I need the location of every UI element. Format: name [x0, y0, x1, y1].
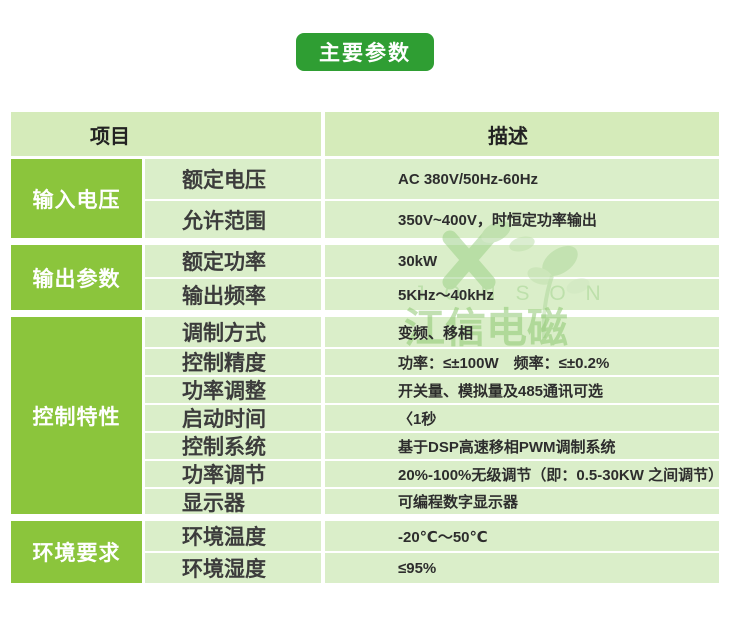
param-name: 控制精度	[182, 352, 266, 375]
param-value-cell: 功率：≤±100W 频率：≤±0.2%	[325, 349, 719, 375]
param-value: 变频、移相	[398, 324, 474, 342]
param-name-cell: 调制方式	[145, 317, 321, 347]
param-value: -20℃～50℃	[398, 528, 488, 546]
param-value-cell: 20%-100%无级调节（即：0.5-30KW 之间调节）	[325, 461, 724, 487]
spec-row: 启动时间 〈1秒	[145, 405, 719, 431]
param-name: 额定电压	[182, 169, 266, 192]
group-cell-control-characteristics: 控制特性	[11, 317, 142, 514]
param-name-cell: 允许范围	[145, 201, 321, 238]
param-value: 功率：≤±100W 频率：≤±0.2%	[398, 354, 610, 372]
param-name: 功率调节	[182, 464, 266, 487]
group-control-characteristics: 控制特性 调制方式 变频、移相 控制精度 功率：≤±100W 频率：≤±0.2%…	[11, 317, 724, 515]
spec-row: 输出频率 5KHz～40kHz	[145, 279, 719, 310]
header-item-label: 项目	[90, 125, 130, 148]
param-value-cell: -20℃～50℃	[325, 521, 719, 551]
spec-row: 功率调整 开关量、模拟量及485通讯可选	[145, 377, 719, 403]
param-value-cell: 350V~400V，时恒定功率输出	[325, 201, 719, 238]
spec-row: 允许范围 350V~400V，时恒定功率输出	[145, 201, 719, 238]
spec-row: 功率调节 20%-100%无级调节（即：0.5-30KW 之间调节）	[145, 461, 724, 487]
param-name-cell: 环境湿度	[145, 553, 321, 583]
param-name: 显示器	[182, 491, 245, 515]
param-name-cell: 额定电压	[145, 159, 321, 199]
group-cell-environment-requirements: 环境要求	[11, 521, 142, 583]
spec-row: 环境温度 -20℃～50℃	[145, 521, 719, 551]
param-value-cell: AC 380V/50Hz-60Hz	[325, 159, 719, 199]
spec-row: 环境湿度 ≤95%	[145, 553, 719, 583]
header-item-cell: 项目	[11, 112, 321, 156]
group-label: 输出参数	[32, 267, 121, 291]
table-header-row: 项目 描述	[11, 112, 719, 156]
header-description-label: 描述	[488, 125, 528, 148]
group-label: 输入电压	[32, 188, 121, 212]
param-name-cell: 额定功率	[145, 245, 321, 277]
param-name: 功率调整	[182, 380, 266, 403]
group-label: 环境要求	[32, 542, 121, 565]
param-name-cell: 功率调整	[145, 377, 321, 403]
param-name: 控制系统	[182, 436, 266, 459]
param-name: 输出频率	[182, 284, 266, 308]
param-value: 开关量、模拟量及485通讯可选	[398, 382, 604, 400]
param-value: ≤95%	[398, 559, 437, 577]
param-name: 允许范围	[182, 209, 266, 233]
param-value: 可编程数字显示器	[398, 494, 519, 511]
param-value: AC 380V/50Hz-60Hz	[398, 170, 539, 188]
group-environment-requirements: 环境要求 环境温度 -20℃～50℃ 环境湿度 ≤95%	[11, 521, 719, 583]
param-name-cell: 功率调节	[145, 461, 321, 487]
param-name-cell: 控制系统	[145, 433, 321, 459]
group-cell-output-parameters: 输出参数	[11, 245, 142, 310]
param-value-cell: 可编程数字显示器	[325, 489, 719, 514]
param-name: 额定功率	[182, 251, 266, 274]
spec-row: 控制系统 基于DSP高速移相PWM调制系统	[145, 433, 719, 459]
spec-row: 控制精度 功率：≤±100W 频率：≤±0.2%	[145, 349, 719, 375]
param-name-cell: 环境温度	[145, 521, 321, 551]
group-label: 控制特性	[32, 405, 121, 429]
param-value-cell: 开关量、模拟量及485通讯可选	[325, 377, 719, 403]
param-name-cell: 控制精度	[145, 349, 321, 375]
main-parameters-title-badge: 主要参数	[296, 33, 434, 71]
param-name: 调制方式	[182, 322, 266, 345]
param-value-cell: 30kW	[325, 245, 719, 277]
param-name-cell: 输出频率	[145, 279, 321, 310]
param-value-cell: ≤95%	[325, 553, 719, 583]
group-input-voltage: 输入电压 额定电压 AC 380V/50Hz-60Hz 允许范围 350V~40…	[11, 159, 719, 238]
param-value-cell: 变频、移相	[325, 317, 719, 347]
param-value: 350V~400V，时恒定功率输出	[398, 212, 597, 229]
header-description-cell: 描述	[325, 112, 719, 156]
spec-row: 额定功率 30kW	[145, 245, 719, 277]
param-name-cell: 启动时间	[145, 405, 321, 431]
param-value-cell: 5KHz～40kHz	[325, 279, 719, 310]
group-output-parameters: 输出参数 额定功率 30kW 输出频率 5KHz～40kHz	[11, 245, 719, 310]
param-value: 基于DSP高速移相PWM调制系统	[398, 438, 616, 456]
badge-label: 主要参数	[319, 42, 411, 65]
spec-table: 项目 描述 输入电压 额定电压 AC 380V/50Hz-60Hz 允许范围 3…	[11, 112, 724, 583]
group-cell-input-voltage: 输入电压	[11, 159, 142, 238]
param-value: 20%-100%无级调节（即：0.5-30KW 之间调节）	[398, 466, 724, 484]
param-name: 环境湿度	[182, 558, 266, 581]
spec-row: 显示器 可编程数字显示器	[145, 489, 719, 515]
param-name: 启动时间	[182, 408, 266, 431]
param-value: 〈1秒	[398, 410, 437, 428]
param-name: 环境温度	[182, 526, 266, 549]
param-name-cell: 显示器	[145, 489, 321, 515]
param-value-cell: 〈1秒	[325, 405, 719, 431]
param-value-cell: 基于DSP高速移相PWM调制系统	[325, 433, 719, 459]
param-value: 5KHz～40kHz	[398, 287, 494, 304]
param-value: 30kW	[398, 252, 438, 270]
spec-row: 调制方式 变频、移相	[145, 317, 719, 347]
spec-row: 额定电压 AC 380V/50Hz-60Hz	[145, 159, 719, 199]
